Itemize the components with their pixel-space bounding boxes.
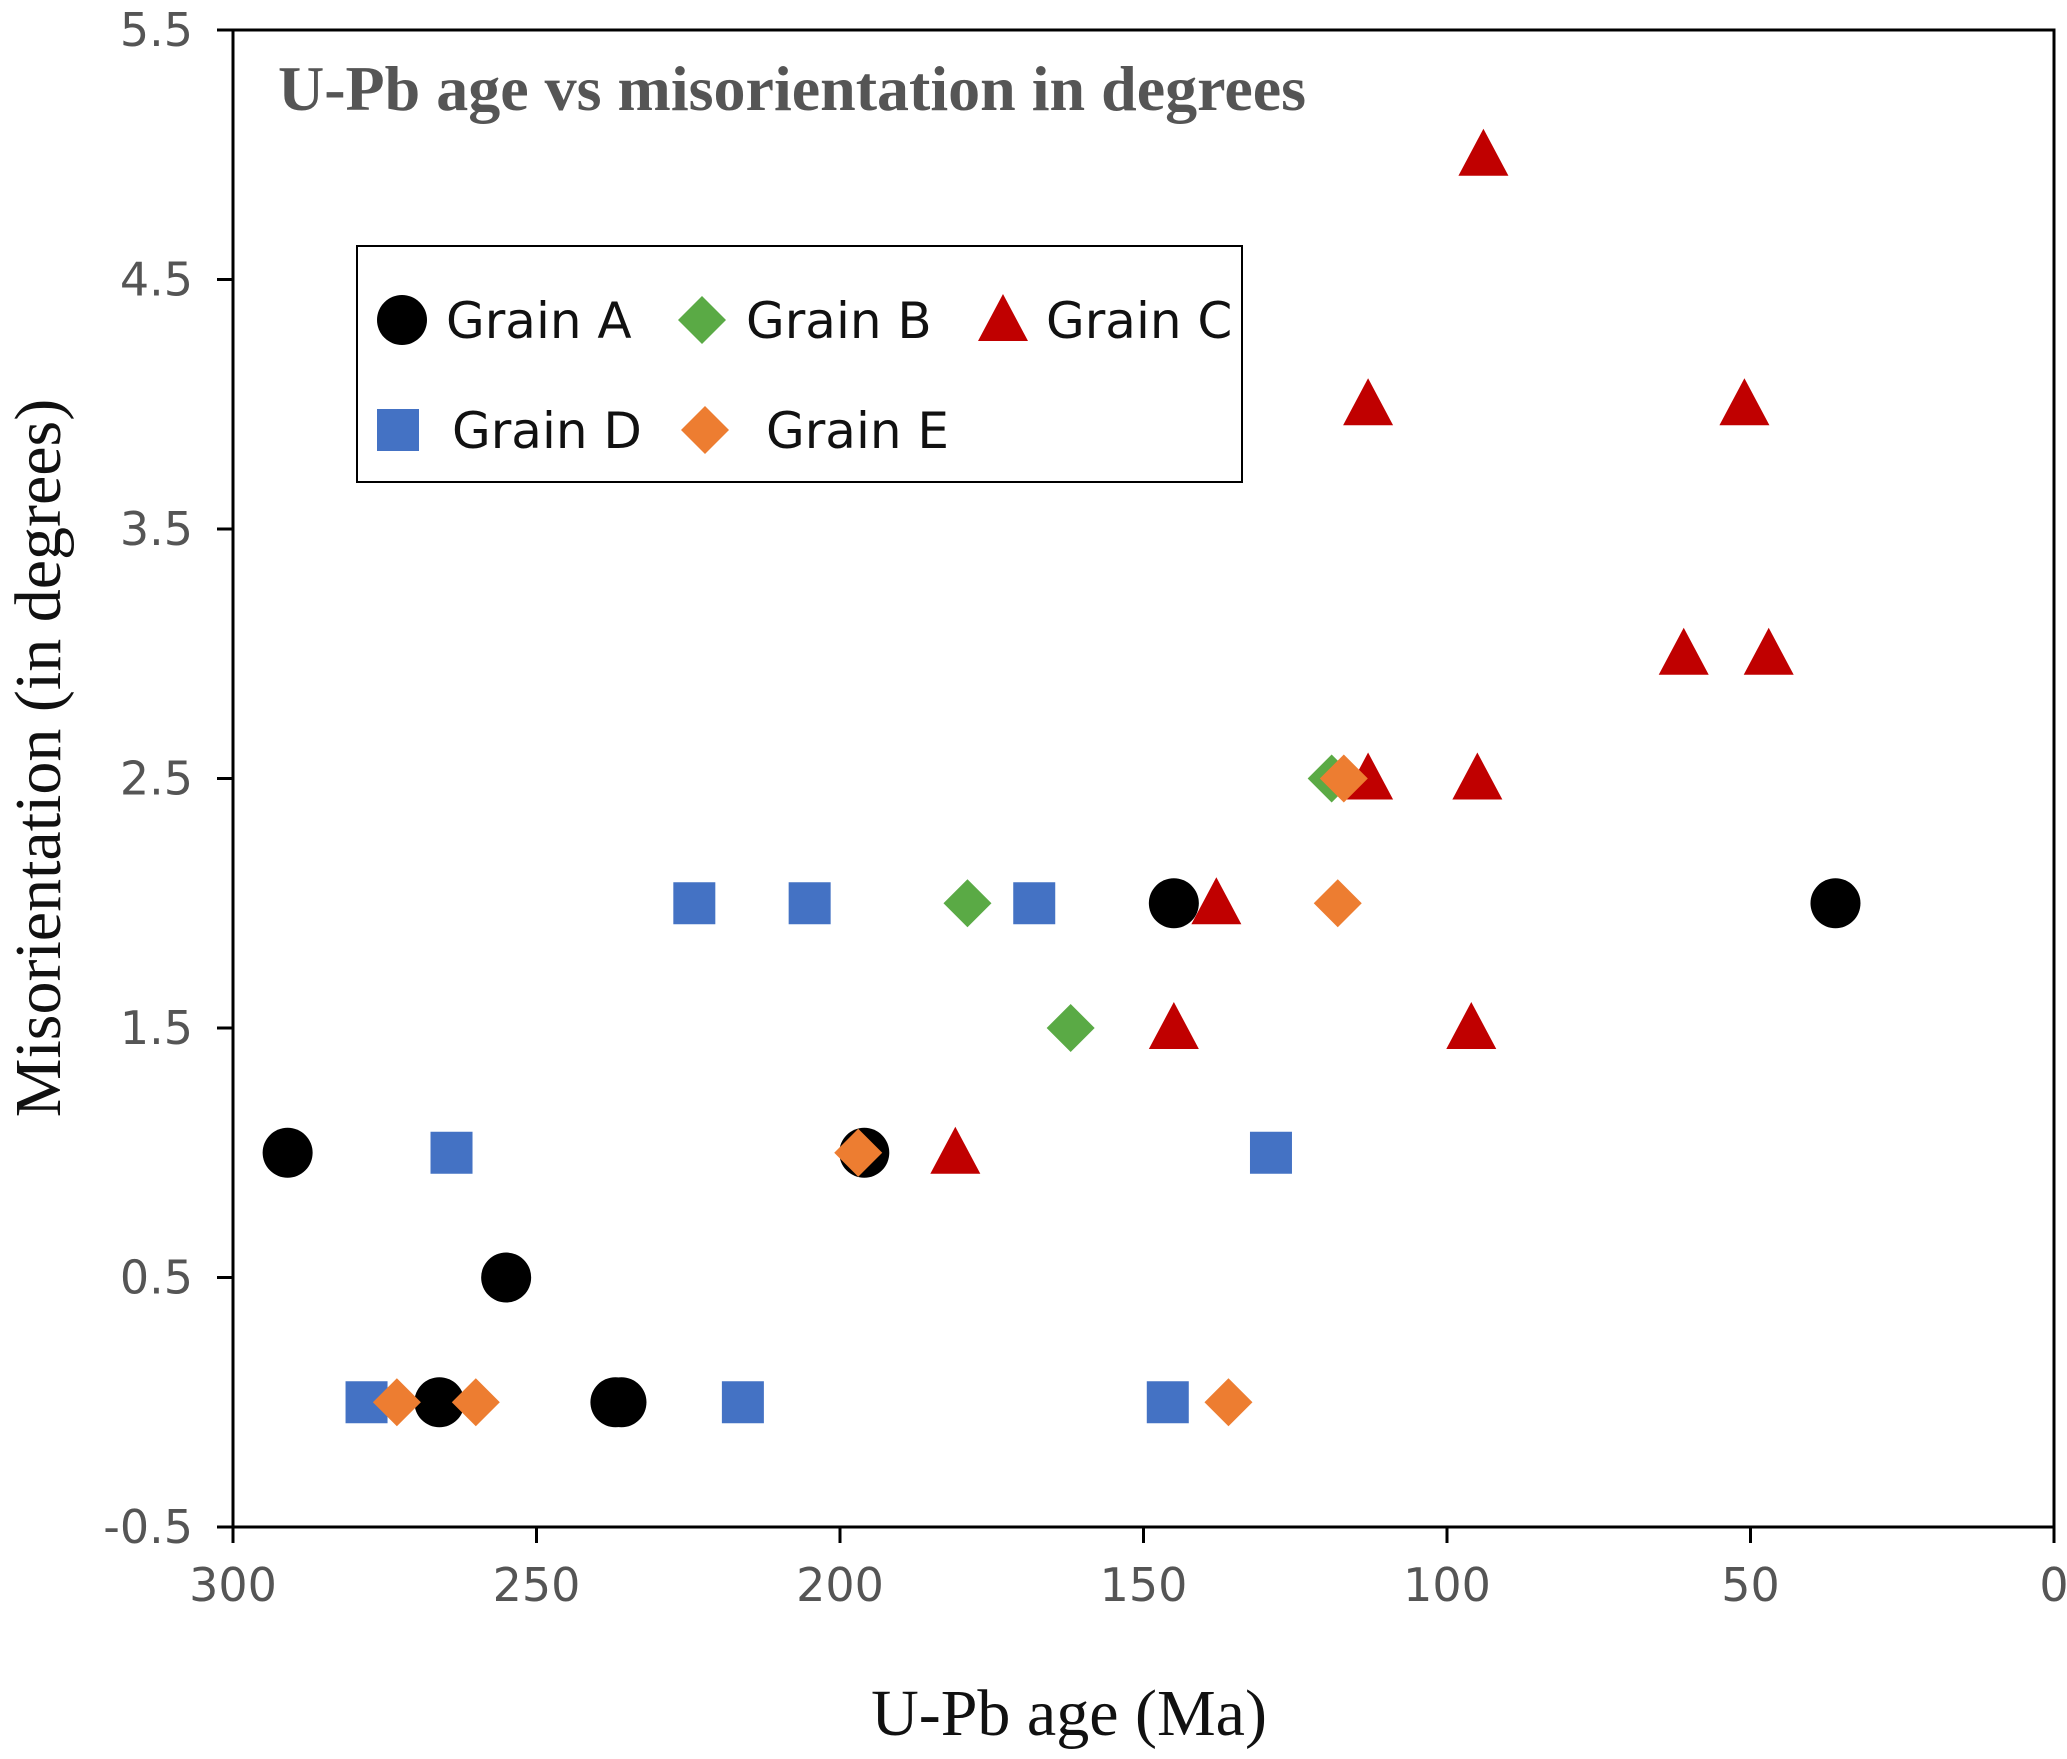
data-point-triangle	[1743, 627, 1794, 675]
data-point-circle	[1810, 878, 1861, 929]
x-tick-label: 100	[1403, 1558, 1491, 1612]
y-tick-label: 3.5	[120, 502, 193, 556]
legend-label: Grain A	[446, 292, 632, 350]
legend-label: Grain E	[766, 402, 949, 460]
x-tick-label: 300	[189, 1558, 277, 1612]
data-point-square	[788, 882, 831, 925]
data-point-circle	[262, 1127, 313, 1178]
x-axis-title: U-Pb age (Ma)	[871, 1677, 1267, 1750]
data-point-diamond	[1204, 1378, 1253, 1427]
data-point-square	[1146, 1381, 1189, 1424]
legend: Grain A Grain B Grain C Grain D Grain E	[356, 245, 1243, 483]
legend-marker-square	[377, 409, 419, 451]
data-point-circle	[1148, 878, 1199, 929]
data-point-square	[1013, 882, 1056, 925]
data-point-circle	[414, 1377, 465, 1428]
y-tick-label: -0.5	[103, 1500, 193, 1554]
data-point-square	[673, 882, 716, 925]
y-tick-label: 5.5	[120, 3, 193, 57]
data-point-diamond	[834, 1128, 883, 1177]
y-tick-label: 1.5	[120, 1001, 193, 1055]
data-point-diamond	[451, 1378, 500, 1427]
data-point-square	[430, 1131, 473, 1174]
data-point-triangle	[930, 1126, 981, 1174]
data-point-diamond	[372, 1378, 421, 1427]
legend-box	[356, 245, 1243, 483]
data-point-diamond	[943, 879, 992, 928]
data-point-square	[1249, 1131, 1292, 1174]
data-point-diamond	[1319, 754, 1368, 803]
legend-marker-diamond	[681, 406, 729, 454]
legend-marker-triangle	[978, 294, 1028, 341]
data-point-diamond	[1046, 1004, 1095, 1052]
data-point-triangle	[1452, 752, 1503, 800]
x-tick-label: 0	[2039, 1558, 2067, 1612]
legend-label: Grain C	[1046, 292, 1232, 350]
series-grain-a	[262, 878, 1861, 1428]
legend-label: Grain D	[452, 402, 642, 460]
x-tick-label: 150	[1100, 1558, 1188, 1612]
axes: 300 250 200 150 100 50 0 -0.5 0.5 1.5 2.5 3.5 4.5 5.5	[103, 3, 2067, 1612]
data-point-triangle	[1658, 627, 1709, 675]
x-tick-label: 50	[1721, 1558, 1780, 1612]
y-tick-label: 0.5	[120, 1251, 193, 1305]
data-point-triangle	[1191, 877, 1242, 925]
data-point-circle	[596, 1377, 647, 1428]
data-point-triangle	[1343, 378, 1394, 426]
y-axis-title: Misorientation (in degrees)	[2, 399, 75, 1117]
data-point-square	[721, 1381, 764, 1424]
data-point-diamond	[1313, 879, 1362, 928]
y-tick-label: 4.5	[120, 253, 193, 307]
series-grain-e	[372, 754, 1368, 1427]
data-point-triangle	[1446, 1002, 1497, 1049]
legend-label: Grain B	[746, 292, 932, 350]
series-grain-d	[345, 882, 1292, 1424]
data-point-triangle	[1458, 128, 1509, 176]
x-tick-label: 250	[493, 1558, 581, 1612]
y-tick-label: 2.5	[120, 752, 193, 806]
data-point-triangle	[1719, 378, 1770, 426]
chart-title: U-Pb age vs misorientation in degrees	[278, 53, 1306, 124]
x-tick-label: 200	[796, 1558, 884, 1612]
legend-marker-diamond	[678, 296, 726, 344]
data-point-triangle	[1148, 1002, 1199, 1049]
data-markers	[262, 128, 1861, 1428]
data-point-circle	[481, 1252, 532, 1303]
legend-marker-circle	[377, 295, 427, 345]
